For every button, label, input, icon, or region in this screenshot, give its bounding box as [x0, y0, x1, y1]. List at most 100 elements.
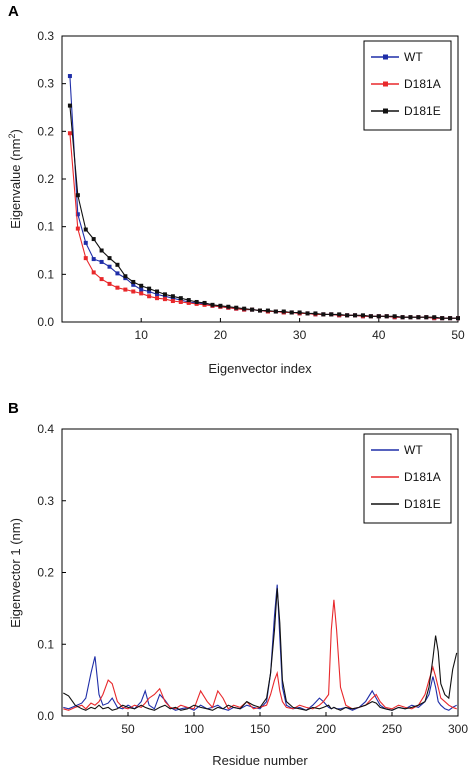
data-point-wt [75, 212, 80, 217]
legend-marker-d181a [383, 81, 388, 87]
series-line-d181e [63, 588, 458, 711]
data-point-d181a [107, 281, 112, 286]
legend-label-d181e: D181E [404, 497, 441, 511]
panel-a-y-axis-label-superscript: 2 [7, 134, 17, 139]
data-point-d181e [329, 312, 334, 317]
data-point-d181e [376, 314, 381, 319]
panel-a-x-axis-label: Eigenvector index [208, 361, 312, 376]
legend-marker-wt [383, 54, 388, 60]
y-tick-label: 0.3 [37, 77, 54, 91]
y-tick-label: 0.0 [37, 315, 54, 329]
panel-a-legend-entries: WT D181A D181E [371, 50, 441, 118]
data-point-d181e [384, 314, 389, 319]
panel-b-x-ticks: 50 100 150 200 250 300 [121, 712, 468, 736]
y-tick-label: 0.1 [37, 637, 54, 651]
panel-a-series [67, 74, 460, 321]
data-point-wt [147, 289, 152, 294]
data-point-wt [139, 287, 144, 292]
y-tick-label: 0.4 [37, 422, 54, 436]
data-point-d181e [289, 310, 294, 315]
data-point-d181a [155, 296, 160, 301]
data-point-d181e [186, 298, 191, 303]
data-point-d181e [368, 314, 373, 319]
data-point-d181e [226, 304, 231, 309]
data-point-d181e [210, 302, 215, 307]
data-point-d181e [297, 310, 302, 315]
y-tick-label: 0.3 [37, 29, 54, 43]
data-point-d181a [131, 289, 136, 294]
data-point-d181e [155, 289, 160, 294]
data-point-d181a [75, 226, 80, 231]
data-point-d181e [250, 307, 255, 312]
x-tick-label: 300 [448, 722, 468, 736]
data-point-d181a [83, 256, 88, 261]
panel-b-series [63, 584, 458, 711]
data-point-d181e [178, 296, 183, 301]
data-point-wt [131, 282, 136, 287]
x-tick-label: 30 [293, 328, 307, 342]
data-point-d181e [448, 316, 453, 321]
data-point-wt [155, 292, 160, 297]
data-point-d181e [392, 314, 397, 319]
panel-b-y-ticks: 0.0 0.1 0.2 0.3 0.4 [37, 422, 66, 723]
data-point-d181e [139, 283, 144, 288]
data-point-d181e [123, 274, 128, 279]
data-point-d181e [313, 311, 318, 316]
data-point-d181e [91, 237, 96, 242]
series-line-d181a [63, 599, 457, 711]
x-tick-label: 200 [316, 722, 336, 736]
data-point-d181e [360, 313, 365, 318]
data-point-d181e [115, 262, 120, 267]
data-point-d181e [400, 315, 405, 320]
data-point-d181e [99, 248, 104, 253]
panel-b: B 50 100 150 200 250 300 0.0 0.1 0.2 0.3 0.4 Resi… [8, 400, 468, 768]
y-tick-label: 0.2 [37, 566, 54, 580]
panel-a-letter: A [8, 3, 19, 20]
data-point-d181e [281, 309, 286, 314]
x-tick-label: 40 [372, 328, 386, 342]
data-point-d181a [162, 297, 167, 302]
data-point-d181e [234, 305, 239, 310]
data-point-d181e [345, 313, 350, 318]
panel-b-legend-box [363, 433, 452, 524]
data-point-d181e [432, 315, 437, 320]
data-point-d181a [91, 270, 96, 275]
data-point-d181e [258, 308, 262, 313]
y-tick-label: 0.2 [37, 172, 54, 186]
data-point-d181a [186, 300, 191, 305]
panel-a-legend: WT D181A D181E [363, 40, 452, 131]
data-point-d181e [353, 313, 358, 318]
panel-a-y-axis-label-end: ) [8, 129, 23, 133]
x-tick-label: 250 [382, 722, 402, 736]
x-tick-label: 150 [250, 722, 270, 736]
y-tick-label: 0.3 [37, 494, 54, 508]
data-point-d181e [202, 300, 207, 305]
series-line-wt [63, 584, 457, 711]
data-point-d181a [123, 287, 128, 292]
data-point-d181e [83, 227, 88, 232]
panel-a-y-axis-label-main: Eigenvalue (nm [8, 139, 23, 229]
panel-b-legend: WT D181A D181E [363, 433, 452, 524]
data-point-wt [67, 74, 72, 79]
data-point-d181e [305, 311, 310, 316]
panel-b-y-axis-label: Eigenvector 1 (nm) [8, 518, 23, 628]
data-point-wt [115, 271, 120, 276]
y-tick-label: 0.1 [37, 267, 54, 281]
data-point-d181e [194, 299, 199, 304]
x-tick-label: 10 [135, 328, 149, 342]
data-point-wt [91, 257, 96, 262]
data-point-d181a [178, 299, 183, 304]
series-line-d181a [69, 133, 458, 319]
data-point-d181e [147, 286, 152, 291]
legend-label-wt: WT [404, 443, 423, 457]
panel-b-legend-entries: WT D181A D181E [371, 443, 441, 511]
data-point-d181a [99, 277, 104, 282]
data-point-d181e [75, 193, 80, 198]
data-point-wt [107, 264, 112, 269]
y-tick-label: 0.2 [37, 124, 54, 138]
data-point-d181a [67, 131, 72, 136]
x-tick-label: 100 [184, 722, 204, 736]
data-point-d181e [337, 312, 342, 317]
panel-a-y-ticks: 0.0 0.1 0.1 0.2 0.2 0.3 0.3 [37, 29, 66, 329]
